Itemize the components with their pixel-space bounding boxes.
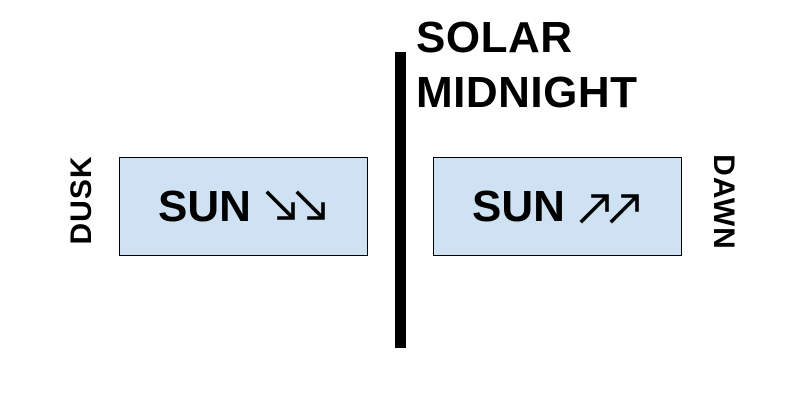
sun-rising-text: SUN xyxy=(472,181,565,231)
sun-setting-text: SUN xyxy=(158,181,251,231)
heading-line-1: SOLAR xyxy=(416,13,573,62)
heading-line-2: MIDNIGHT xyxy=(416,68,638,117)
double-arrow-down-right-icon xyxy=(265,189,329,224)
sun-rising-box: SUN xyxy=(433,157,682,256)
solar-midnight-heading: SOLAR MIDNIGHT xyxy=(416,10,638,120)
sun-setting-box: SUN xyxy=(119,157,368,256)
solar-midnight-divider xyxy=(395,52,406,348)
dusk-label: DUSK xyxy=(65,155,98,245)
double-arrow-up-right-icon xyxy=(579,190,643,224)
dawn-label: DAWN xyxy=(707,154,740,250)
